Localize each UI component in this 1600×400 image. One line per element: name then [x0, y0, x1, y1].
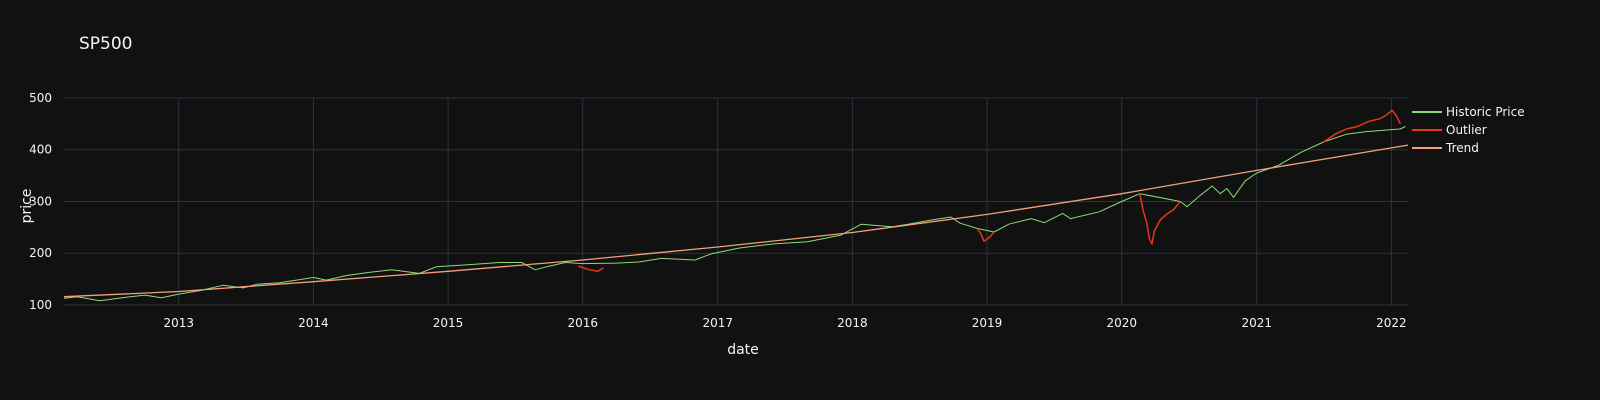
y-tick-label-100: 100 — [29, 298, 52, 312]
x-tick-label-2018: 2018 — [837, 316, 868, 330]
legend-item-outlier[interactable]: Outlier — [1412, 123, 1487, 137]
series-line-historic-price — [63, 126, 1406, 302]
y-tick-label-300: 300 — [29, 194, 52, 208]
x-tick-label-2021: 2021 — [1241, 316, 1272, 330]
y-axis-title: price — [19, 189, 35, 224]
x-tick-label-2016: 2016 — [567, 316, 598, 330]
chart-title: SP500 — [79, 34, 133, 54]
axis-ticks: 100 200 300 400 500 2013 2014 2015 2016 2017 2018 2… — [29, 91, 1407, 330]
series-line-outlier-segment-2 — [1139, 193, 1181, 245]
series-line-outlier-segment-1 — [976, 227, 995, 243]
legend-item-trend[interactable]: Trend — [1412, 141, 1479, 155]
series-line-outlier-segment-0 — [578, 265, 604, 273]
y-tick-label-500: 500 — [29, 91, 52, 105]
x-tick-label-2015: 2015 — [433, 316, 464, 330]
x-tick-label-2017: 2017 — [702, 316, 733, 330]
plot-area — [63, 109, 1409, 302]
x-tick-label-2019: 2019 — [972, 316, 1003, 330]
y-tick-label-200: 200 — [29, 246, 52, 260]
legend-label-trend: Trend — [1445, 141, 1479, 155]
series-line-outlier-segment-3 — [1323, 109, 1401, 143]
x-tick-label-2013: 2013 — [163, 316, 194, 330]
legend-item-historic-price[interactable]: Historic Price — [1412, 105, 1525, 119]
series-line-trend — [63, 144, 1409, 298]
x-tick-label-2020: 2020 — [1106, 316, 1137, 330]
legend-label-outlier: Outlier — [1446, 123, 1487, 137]
x-axis-title: date — [727, 342, 759, 358]
x-tick-label-2022: 2022 — [1376, 316, 1407, 330]
legend-label-historic-price: Historic Price — [1446, 105, 1525, 119]
legend[interactable]: Historic Price Outlier Trend — [1412, 105, 1525, 155]
x-tick-label-2014: 2014 — [298, 316, 329, 330]
y-tick-label-400: 400 — [29, 143, 52, 157]
